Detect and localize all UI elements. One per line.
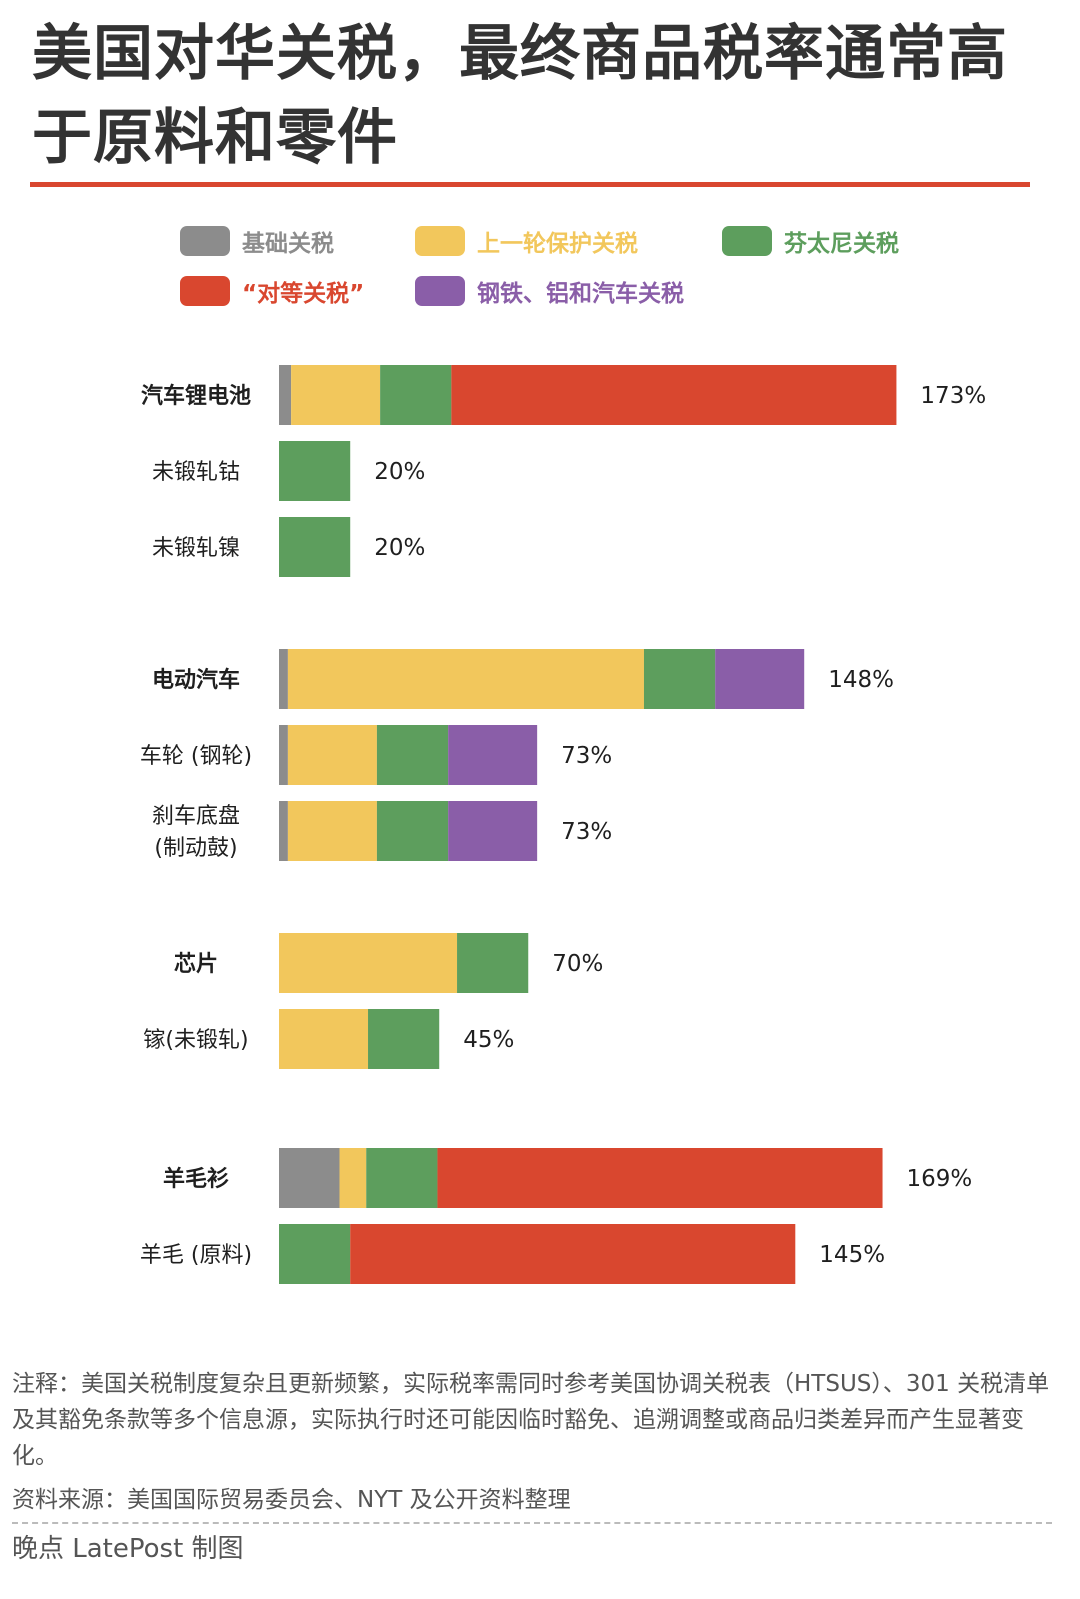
bar-segment-fentanyl-tariff [279, 517, 351, 577]
category-label: 羊毛 (原料) [140, 1243, 252, 1268]
bar-segment-previous-protective-tariff [279, 933, 458, 993]
category-label: 未锻轧钴 [152, 460, 240, 485]
bar-segment-fentanyl-tariff [457, 933, 529, 993]
bar-segment-fentanyl-tariff [368, 1009, 440, 1069]
bar-segment-base-tariff [279, 1148, 340, 1208]
bar-segment-steel-aluminum-auto-tariff [448, 725, 538, 785]
total-value-label: 20% [374, 459, 425, 485]
total-value-label: 70% [552, 951, 603, 977]
bar-segment-fentanyl-tariff [376, 801, 449, 861]
bar-segment-reciprocal-tariff [437, 1148, 883, 1208]
category-label: 电动汽车 [152, 667, 240, 693]
bar-segment-fentanyl-tariff [376, 725, 449, 785]
total-value-label: 173% [920, 383, 986, 409]
legend-swatch [180, 276, 230, 306]
bar-segment-base-tariff [279, 725, 288, 785]
total-value-label: 145% [819, 1242, 885, 1268]
chart-credit: 晚点 LatePost 制图 [12, 1534, 244, 1564]
bar-segment-reciprocal-tariff [451, 365, 897, 425]
legend-item-previous-protective-tariff: 上一轮保护关税 [415, 226, 638, 257]
total-value-label: 169% [907, 1166, 973, 1192]
total-value-label: 73% [561, 743, 612, 769]
total-value-label: 73% [561, 819, 612, 845]
bar-segment-fentanyl-tariff [380, 365, 452, 425]
category-label-line: (制动鼓) [154, 836, 237, 861]
bar-segment-fentanyl-tariff [279, 1224, 351, 1284]
bar-segment-base-tariff [279, 365, 292, 425]
bar-segment-previous-protective-tariff [279, 1009, 369, 1069]
legend-label: 基础关税 [242, 231, 334, 257]
total-value-label: 148% [828, 667, 894, 693]
category-label: 刹车底盘 (制动鼓) [152, 804, 240, 861]
legend-swatch [415, 226, 465, 256]
legend-label: “对等关税” [242, 281, 365, 307]
legend-item-reciprocal-tariff: “对等关税” [180, 276, 365, 307]
total-value-label: 45% [463, 1027, 514, 1053]
category-label-line: 未锻轧镍 [152, 536, 240, 561]
bar-segment-steel-aluminum-auto-tariff [715, 649, 805, 709]
chart-title: 美国对华关税，最终商品税率通常高于原料和零件 [32, 19, 1008, 173]
bar-segment-base-tariff [279, 801, 288, 861]
category-label-line: 镓(未锻轧) [143, 1028, 248, 1053]
category-label-line: 汽车锂电池 [141, 383, 251, 409]
category-label-line: 羊毛衫 [163, 1166, 229, 1192]
bar-segment-base-tariff [279, 649, 288, 709]
bar-segment-previous-protective-tariff [287, 725, 377, 785]
legend-label: 上一轮保护关税 [477, 231, 638, 257]
total-value-label: 20% [374, 535, 425, 561]
legend-swatch [415, 276, 465, 306]
bar-segment-fentanyl-tariff [279, 441, 351, 501]
category-label-line: 芯片 [174, 952, 218, 977]
bar-segment-reciprocal-tariff [350, 1224, 796, 1284]
bar-segment-previous-protective-tariff [287, 649, 644, 709]
legend-label: 钢铁、铝和汽车关税 [477, 281, 684, 307]
category-label: 汽车锂电池 [141, 383, 251, 409]
data-source: 资料来源：美国国际贸易委员会、NYT 及公开资料整理 [12, 1487, 571, 1513]
category-label-line: 未锻轧钴 [152, 460, 240, 485]
category-label-line: 刹车底盘 [152, 804, 240, 829]
category-label-line: 羊毛 (原料) [140, 1243, 252, 1268]
bar-segment-previous-protective-tariff [287, 801, 377, 861]
legend-swatch [180, 226, 230, 256]
bar-segment-previous-protective-tariff [339, 1148, 367, 1208]
category-label: 未锻轧镍 [152, 536, 240, 561]
footnote: 注释：美国关税制度复杂且更新频繁，实际税率需同时参考美国协调关税表（HTSUS）… [12, 1371, 1050, 1469]
legend-item-fentanyl-tariff: 芬太尼关税 [722, 226, 899, 257]
category-label: 车轮 (钢轮) [140, 744, 252, 769]
bar-segment-fentanyl-tariff [643, 649, 716, 709]
legend-swatch [722, 226, 772, 256]
title-divider [30, 182, 1030, 187]
bar-segment-fentanyl-tariff [366, 1148, 438, 1208]
legend-label: 芬太尼关税 [784, 231, 899, 257]
category-label-line: 车轮 (钢轮) [140, 744, 252, 769]
category-label: 羊毛衫 [163, 1166, 229, 1192]
category-label-line: 电动汽车 [152, 667, 240, 693]
legend-item-base-tariff: 基础关税 [180, 226, 334, 257]
category-label: 芯片 [174, 952, 218, 977]
category-label: 镓(未锻轧) [143, 1028, 248, 1053]
legend-item-steel-aluminum-auto-tariff: 钢铁、铝和汽车关税 [415, 276, 684, 307]
bar-segment-steel-aluminum-auto-tariff [448, 801, 538, 861]
bar-segment-previous-protective-tariff [291, 365, 381, 425]
footer-divider [12, 1522, 1052, 1524]
stacked-bar-chart: 汽车锂电池 173% 未锻轧钴 20% 未锻轧镍 20% 电动汽车 148% 车轮 (钢轮) 73… [140, 365, 986, 1284]
